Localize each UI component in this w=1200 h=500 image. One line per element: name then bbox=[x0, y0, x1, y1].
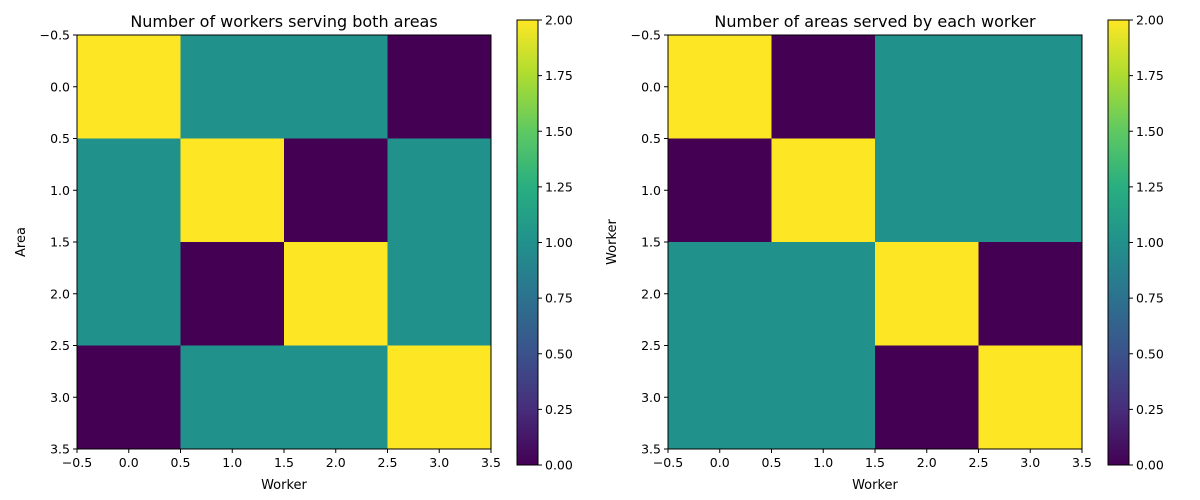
heatmap-cell bbox=[875, 35, 979, 139]
x-axis-label: Worker bbox=[852, 478, 898, 493]
y-tick-label: 2.0 bbox=[50, 286, 70, 301]
y-tick-label: 1.5 bbox=[641, 235, 661, 250]
colorbar-tick-label: 1.25 bbox=[545, 179, 573, 194]
y-tick-label: −0.5 bbox=[631, 28, 661, 43]
heatmap-cell bbox=[978, 242, 1082, 346]
heatmap-cell bbox=[180, 35, 284, 139]
x-tick-label: −0.5 bbox=[62, 455, 92, 470]
y-tick-label: 0.0 bbox=[50, 79, 70, 94]
x-tick-label: 0.5 bbox=[762, 455, 782, 470]
heatmap-cell bbox=[284, 35, 388, 139]
colorbar-tick-label: 0.25 bbox=[1136, 402, 1164, 417]
heatmap-cell bbox=[284, 345, 388, 449]
heatmap-panel-1: −0.5 0.0 0.5 1.0 1.5 2.0 2.5 3.0 3.5−0.50.00.51.… bbox=[14, 12, 573, 493]
y-tick-label: −0.5 bbox=[40, 28, 70, 43]
heatmap-panel-2: −0.5 0.0 0.5 1.0 1.5 2.0 2.5 3.0 3.5−0.50.00.51.… bbox=[605, 12, 1164, 493]
heatmap-cell bbox=[771, 138, 875, 242]
colorbar-tick-label: 2.00 bbox=[1136, 13, 1164, 28]
colorbar-gradient bbox=[516, 19, 539, 466]
y-tick-label: 3.5 bbox=[641, 442, 661, 457]
colorbar-tick-label: 1.50 bbox=[545, 124, 573, 139]
chart-title: Number of workers serving both areas bbox=[130, 12, 437, 31]
heatmap-cell bbox=[668, 35, 772, 139]
y-tick-label: 1.5 bbox=[50, 235, 70, 250]
colorbar-tick-label: 0.25 bbox=[545, 402, 573, 417]
y-tick-label: 1.0 bbox=[50, 183, 70, 198]
x-tick-label: 0.0 bbox=[119, 455, 139, 470]
heatmap-cell bbox=[387, 35, 491, 139]
heatmap-cell bbox=[284, 138, 388, 242]
heatmap-cell bbox=[875, 345, 979, 449]
heatmap-cell bbox=[77, 242, 181, 346]
colorbar-tick-label: 0.00 bbox=[1136, 458, 1164, 473]
heatmap-cell bbox=[978, 138, 1082, 242]
colorbar-tick-label: 0.75 bbox=[1136, 291, 1164, 306]
colorbar-tick-label: 1.25 bbox=[1136, 179, 1164, 194]
heatmap-cell bbox=[387, 138, 491, 242]
heatmap-cell bbox=[387, 345, 491, 449]
heatmap-cell bbox=[77, 138, 181, 242]
colorbar-tick-label: 0.75 bbox=[545, 291, 573, 306]
colorbar-tick-label: 0.00 bbox=[545, 458, 573, 473]
y-tick-label: 3.0 bbox=[50, 390, 70, 405]
x-tick-label: −0.5 bbox=[653, 455, 683, 470]
y-tick-label: 2.5 bbox=[50, 338, 70, 353]
x-tick-label: 1.0 bbox=[222, 455, 242, 470]
heatmap-cell bbox=[771, 35, 875, 139]
x-tick-label: 2.5 bbox=[969, 455, 989, 470]
x-tick-label: 3.0 bbox=[429, 455, 449, 470]
colorbar-gradient bbox=[1107, 19, 1130, 466]
heatmap-cell bbox=[284, 242, 388, 346]
x-tick-label: 2.0 bbox=[917, 455, 937, 470]
y-tick-label: 0.5 bbox=[50, 131, 70, 146]
colorbar-tick-label: 2.00 bbox=[545, 13, 573, 28]
colorbar: 0.00 0.25 0.50 0.75 1.00 1.25 1.50 1.75 2.00 bbox=[1107, 13, 1164, 473]
x-tick-label: 0.0 bbox=[710, 455, 730, 470]
colorbar-tick-label: 1.00 bbox=[545, 235, 573, 250]
y-axis-label: Worker bbox=[605, 218, 620, 264]
heatmap-cell bbox=[668, 138, 772, 242]
chart-title: Number of areas served by each worker bbox=[714, 12, 1036, 31]
colorbar-tick-label: 0.50 bbox=[545, 346, 573, 361]
heatmap-cell bbox=[180, 345, 284, 449]
y-tick-label: 3.5 bbox=[50, 442, 70, 457]
y-tick-label: 3.0 bbox=[641, 390, 661, 405]
colorbar-tick-label: 1.00 bbox=[1136, 235, 1164, 250]
x-tick-label: 1.0 bbox=[813, 455, 833, 470]
colorbar-tick-label: 1.75 bbox=[545, 68, 573, 83]
colorbar-tick-label: 0.50 bbox=[1136, 346, 1164, 361]
x-tick-label: 2.5 bbox=[378, 455, 398, 470]
x-tick-label: 3.5 bbox=[481, 455, 501, 470]
heatmap-cell bbox=[978, 345, 1082, 449]
heatmap-cell bbox=[77, 35, 181, 139]
y-axis-label: Area bbox=[14, 227, 29, 257]
y-tick-label: 1.0 bbox=[641, 183, 661, 198]
heatmap-cell bbox=[180, 138, 284, 242]
x-tick-label: 1.5 bbox=[274, 455, 294, 470]
colorbar: 0.00 0.25 0.50 0.75 1.00 1.25 1.50 1.75 2.00 bbox=[516, 13, 573, 473]
x-tick-label: 0.5 bbox=[171, 455, 191, 470]
colorbar-tick-label: 1.50 bbox=[1136, 124, 1164, 139]
heatmap-cell bbox=[875, 242, 979, 346]
heatmap-cell bbox=[668, 242, 772, 346]
y-tick-label: 0.5 bbox=[641, 131, 661, 146]
y-tick-label: 0.0 bbox=[641, 79, 661, 94]
heatmap-cell bbox=[771, 345, 875, 449]
x-tick-label: 1.5 bbox=[865, 455, 885, 470]
x-tick-label: 3.0 bbox=[1020, 455, 1040, 470]
heatmap-cell bbox=[668, 345, 772, 449]
heatmap-cell bbox=[387, 242, 491, 346]
heatmap-cell bbox=[77, 345, 181, 449]
y-tick-label: 2.0 bbox=[641, 286, 661, 301]
x-tick-label: 2.0 bbox=[326, 455, 346, 470]
x-tick-label: 3.5 bbox=[1072, 455, 1092, 470]
heatmap-cell bbox=[180, 242, 284, 346]
x-axis-label: Worker bbox=[261, 478, 307, 493]
heatmap-cell bbox=[978, 35, 1082, 139]
heatmap-cell bbox=[771, 242, 875, 346]
colorbar-tick-label: 1.75 bbox=[1136, 68, 1164, 83]
heatmap-cell bbox=[875, 138, 979, 242]
y-tick-label: 2.5 bbox=[641, 338, 661, 353]
